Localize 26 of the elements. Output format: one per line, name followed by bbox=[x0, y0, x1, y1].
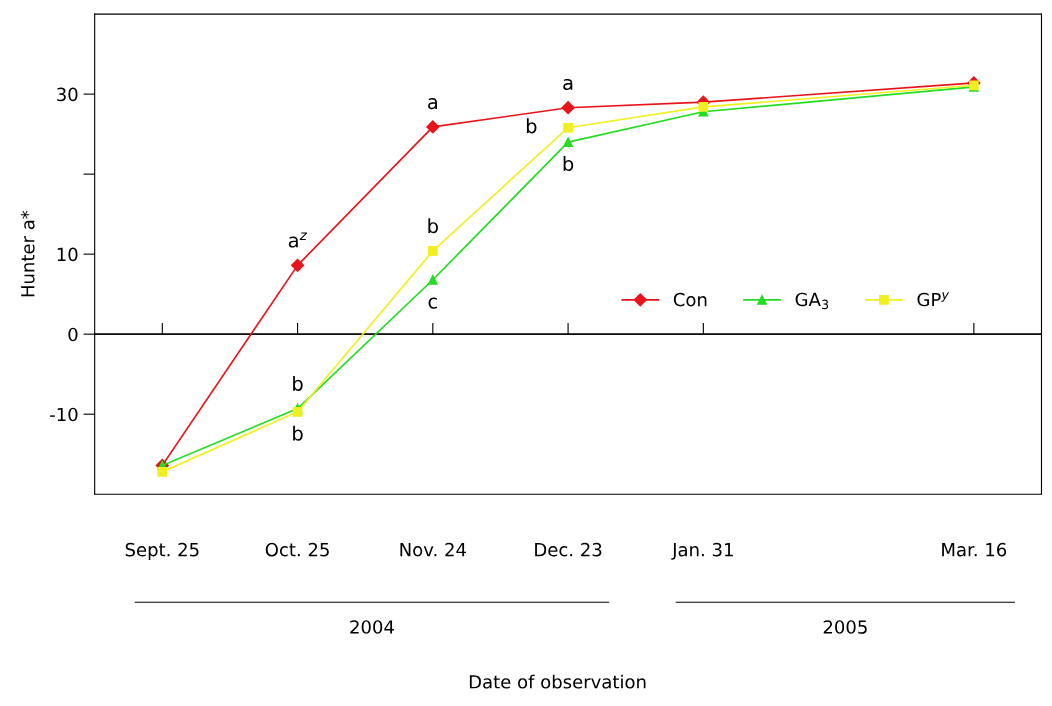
annotation: b bbox=[563, 156, 574, 172]
y-tick-label: 10 bbox=[57, 247, 78, 262]
text: Date of observation bbox=[469, 674, 646, 689]
y-tick-label: 0 bbox=[68, 327, 78, 342]
text: 2005 bbox=[823, 620, 867, 634]
y-axis-title: Hunter a* bbox=[20, 210, 35, 297]
annotation: b bbox=[293, 375, 303, 391]
annotation: a bbox=[428, 98, 438, 110]
text: 2004 bbox=[350, 620, 394, 634]
annotation: c bbox=[428, 297, 437, 309]
legend-label: GA$_{3}$ bbox=[795, 292, 829, 310]
x-tick-label: Mar. 16 bbox=[942, 542, 1007, 557]
x-tick-label: Nov. 24 bbox=[400, 542, 466, 557]
x-tick-label: Sept. 25 bbox=[125, 542, 199, 560]
y-tick-label: -10 bbox=[50, 407, 78, 422]
annotation: b bbox=[293, 425, 303, 441]
y-tick-label: 30 bbox=[57, 87, 78, 102]
x-tick-label: Jan. 31 bbox=[671, 542, 733, 560]
annotation: a$^{z}$ bbox=[288, 232, 308, 248]
annotation: b bbox=[526, 118, 537, 134]
legend-label: Con bbox=[673, 292, 707, 307]
x-tick-label: Dec. 23 bbox=[535, 542, 602, 557]
annotation: a bbox=[563, 78, 573, 91]
legend-label: GP$^{y}$ bbox=[917, 292, 950, 307]
x-tick-label: Oct. 25 bbox=[265, 542, 329, 557]
annotation: b bbox=[428, 218, 438, 234]
